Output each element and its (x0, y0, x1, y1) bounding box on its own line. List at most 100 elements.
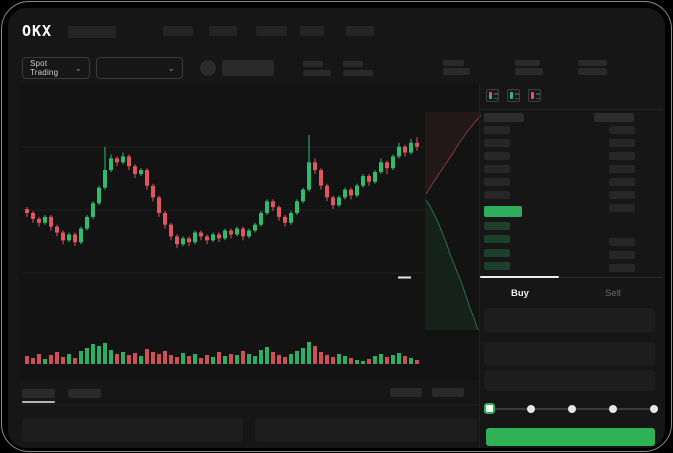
candle-body (259, 213, 263, 225)
slider-stop[interactable] (609, 405, 617, 413)
volume-bar (175, 357, 179, 364)
orders-action-skeleton[interactable] (432, 388, 464, 397)
amount-input[interactable] (484, 342, 655, 366)
volume-bar (25, 356, 29, 364)
candle-body (67, 234, 71, 241)
candle-body (73, 234, 77, 243)
volume-bar (313, 346, 317, 364)
pair-selector-dropdown[interactable]: ⌄ (96, 57, 183, 79)
ask-amount-row[interactable] (609, 165, 635, 173)
volume-bar (391, 355, 395, 364)
price-input[interactable] (484, 308, 655, 333)
volume-bar (373, 356, 377, 364)
orders-row-skeleton (255, 418, 477, 442)
ask-price-row[interactable] (484, 178, 510, 186)
slider-handle[interactable] (484, 403, 495, 414)
bid-amount-row[interactable] (609, 238, 635, 246)
candle-body (43, 216, 47, 223)
tab-sell[interactable]: Sell (605, 288, 621, 299)
orderbook-view-both-icon[interactable] (486, 89, 499, 102)
ticker-stat-skeleton (578, 68, 607, 75)
orderbook-view-asks-icon[interactable] (528, 89, 541, 102)
ticker-stat-skeleton (343, 61, 363, 67)
candlestick-chart[interactable] (20, 84, 480, 380)
volume-bar (409, 358, 413, 364)
volume-bar (253, 356, 257, 364)
candle-body (127, 156, 131, 167)
bid-amount-row[interactable] (609, 264, 635, 272)
ask-price-row[interactable] (484, 152, 510, 160)
candle-body (373, 172, 377, 182)
bid-price-row[interactable] (484, 249, 510, 257)
ask-price-row[interactable] (484, 165, 510, 173)
last-price-tick (398, 276, 411, 279)
candle-body (295, 201, 299, 213)
candle-body (247, 230, 251, 237)
candle-body (61, 232, 65, 241)
ask-amount-row[interactable] (609, 204, 635, 212)
candle-body (151, 185, 155, 198)
ask-amount-row[interactable] (609, 178, 635, 186)
volume-bar (193, 354, 197, 364)
candle-body (187, 238, 191, 243)
bid-price-row[interactable] (484, 235, 510, 243)
ask-price-row[interactable] (484, 191, 510, 199)
volume-bar (67, 354, 71, 364)
candle-body (241, 228, 245, 237)
volume-bar (397, 353, 401, 364)
slider-stop[interactable] (650, 405, 658, 413)
slider-stop[interactable] (527, 405, 535, 413)
orders-tab-skeleton[interactable] (68, 389, 101, 398)
volume-bar (307, 342, 311, 364)
candle-body (289, 213, 293, 223)
orderbook-header-divider (480, 109, 663, 110)
candle-body (325, 185, 329, 198)
volume-bar (277, 355, 281, 364)
ask-amount-row[interactable] (609, 139, 635, 147)
panel-divider (479, 84, 480, 448)
buy-submit-button[interactable] (486, 428, 655, 446)
candle-body (97, 187, 101, 204)
total-input[interactable] (484, 370, 655, 391)
volume-bar (271, 352, 275, 364)
orderbook-column-header (484, 113, 524, 122)
ask-price-row[interactable] (484, 126, 510, 134)
candle-body (301, 189, 305, 202)
market-type-label: Spot Trading (30, 59, 59, 77)
candle-body (379, 162, 383, 173)
candle-body (385, 162, 389, 169)
candle-body (409, 142, 413, 153)
ask-price-row[interactable] (484, 139, 510, 147)
ask-amount-row[interactable] (609, 152, 635, 160)
volume-bar (115, 354, 119, 364)
volume-bar (151, 352, 155, 364)
app-screen: OKX Spot Trading ⌄ ⌄ (8, 8, 665, 448)
tab-buy[interactable]: Buy (511, 288, 529, 299)
ask-amount-row[interactable] (609, 126, 635, 134)
orderbook-view-bids-icon[interactable] (507, 89, 520, 102)
orders-tab-active-skeleton[interactable] (22, 389, 55, 398)
candle-body (175, 236, 179, 245)
bid-price-row[interactable] (484, 222, 510, 230)
tabs-divider (480, 277, 663, 278)
candle-body (55, 226, 59, 233)
ask-amount-row[interactable] (609, 191, 635, 199)
candle-body (169, 224, 173, 237)
volume-bar (49, 355, 53, 364)
market-type-dropdown[interactable]: Spot Trading ⌄ (22, 57, 90, 79)
orders-tab-underline (22, 401, 55, 403)
candle-body (217, 234, 221, 239)
bid-price-row[interactable] (484, 262, 510, 270)
slider-stop[interactable] (568, 405, 576, 413)
candle-body (145, 170, 149, 186)
bid-amount-row[interactable] (609, 251, 635, 259)
depth-chart (425, 112, 481, 330)
candle-body (229, 230, 233, 235)
nav-skeleton (300, 26, 324, 36)
depth-bids-line (426, 199, 479, 330)
candle-body (223, 230, 227, 239)
last-price-badge[interactable] (484, 206, 522, 217)
orders-action-skeleton[interactable] (390, 388, 422, 397)
candle-body (205, 236, 209, 241)
